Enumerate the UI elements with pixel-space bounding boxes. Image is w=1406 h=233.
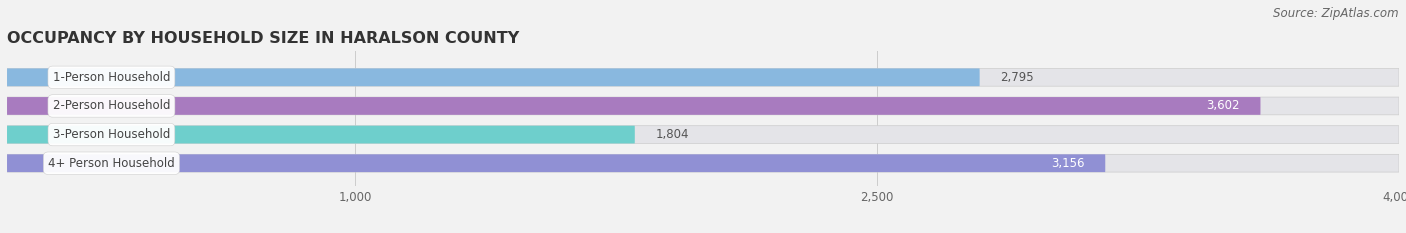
FancyBboxPatch shape [7,69,980,86]
FancyBboxPatch shape [7,154,1105,172]
Text: OCCUPANCY BY HOUSEHOLD SIZE IN HARALSON COUNTY: OCCUPANCY BY HOUSEHOLD SIZE IN HARALSON … [7,31,519,46]
Text: 4+ Person Household: 4+ Person Household [48,157,174,170]
FancyBboxPatch shape [7,97,1260,115]
Text: Source: ZipAtlas.com: Source: ZipAtlas.com [1274,7,1399,20]
FancyBboxPatch shape [7,126,1399,144]
FancyBboxPatch shape [7,97,1399,115]
Text: 1-Person Household: 1-Person Household [52,71,170,84]
Text: 1,804: 1,804 [655,128,689,141]
Text: 3,156: 3,156 [1050,157,1084,170]
Text: 3-Person Household: 3-Person Household [53,128,170,141]
FancyBboxPatch shape [7,126,634,144]
FancyBboxPatch shape [7,154,1399,172]
Text: 2-Person Household: 2-Person Household [52,99,170,113]
Text: 2,795: 2,795 [1001,71,1035,84]
FancyBboxPatch shape [7,69,1399,86]
Text: 3,602: 3,602 [1206,99,1240,113]
